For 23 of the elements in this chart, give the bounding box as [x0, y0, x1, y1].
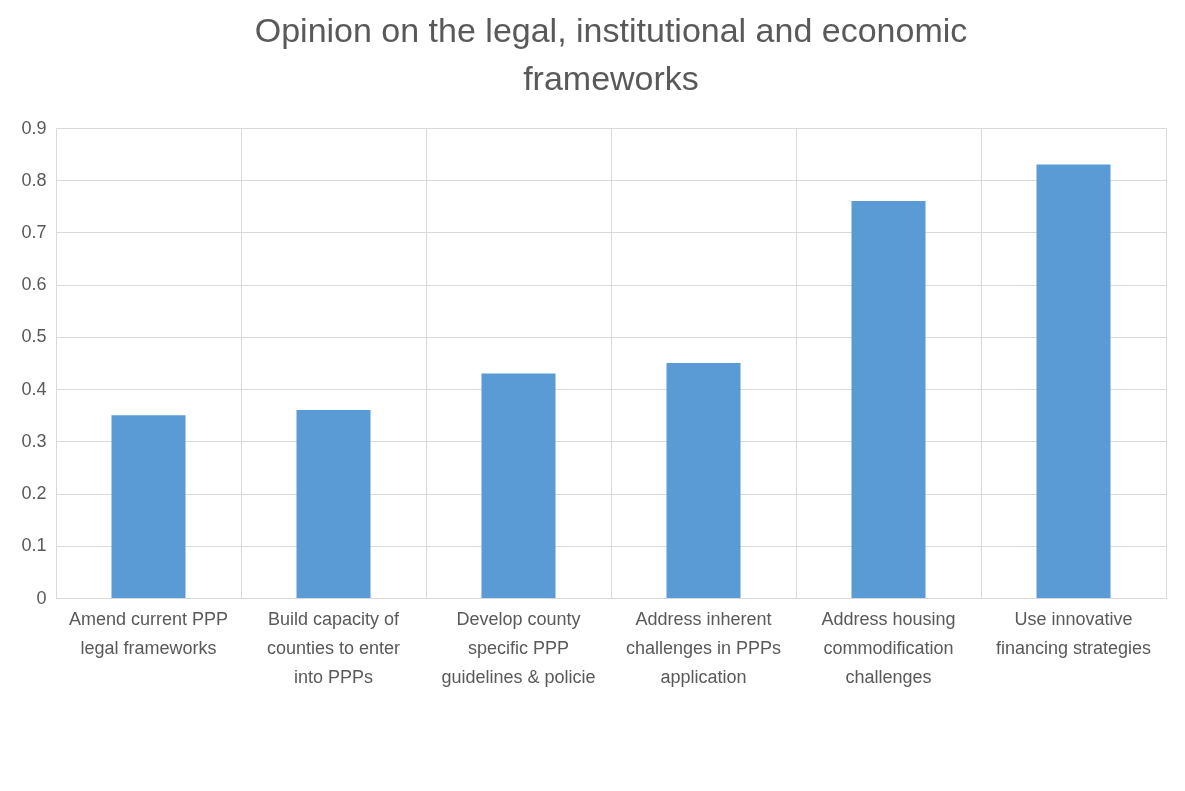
bar	[1036, 164, 1111, 598]
y-tick-label: 0.7	[21, 221, 47, 242]
y-tick-label: 0.6	[21, 274, 47, 295]
x-tick-label: Use innovative financing strategies	[995, 608, 1152, 658]
y-tick-label: 0.2	[21, 483, 47, 504]
y-tick-label: 0	[36, 587, 47, 608]
y-tick-label: 0.8	[21, 169, 47, 190]
bar	[111, 415, 186, 598]
bar	[296, 410, 371, 598]
x-tick-label: Develop county specific PPP guidelines & policie	[441, 608, 596, 687]
y-tick-label: 0.9	[21, 117, 47, 138]
x-tick-label: Address inherent challenges in PPPs application	[625, 608, 782, 687]
y-tick-label: 0.3	[21, 430, 47, 451]
x-tick-label: Amend current PPP legal frameworks	[68, 608, 229, 658]
x-tick-label: Build capacity of counties to enter into PPPs	[266, 608, 401, 687]
bar	[481, 373, 556, 598]
x-tick-label: Address housing commodification challenges	[821, 608, 956, 687]
y-tick-label: 0.4	[21, 378, 47, 399]
bar	[851, 201, 926, 598]
y-tick-label: 0.1	[21, 535, 47, 556]
bar	[666, 363, 741, 598]
chart-title: Opinion on the legal, institutional and economic frameworks	[254, 11, 968, 97]
y-tick-label: 0.5	[21, 326, 47, 347]
